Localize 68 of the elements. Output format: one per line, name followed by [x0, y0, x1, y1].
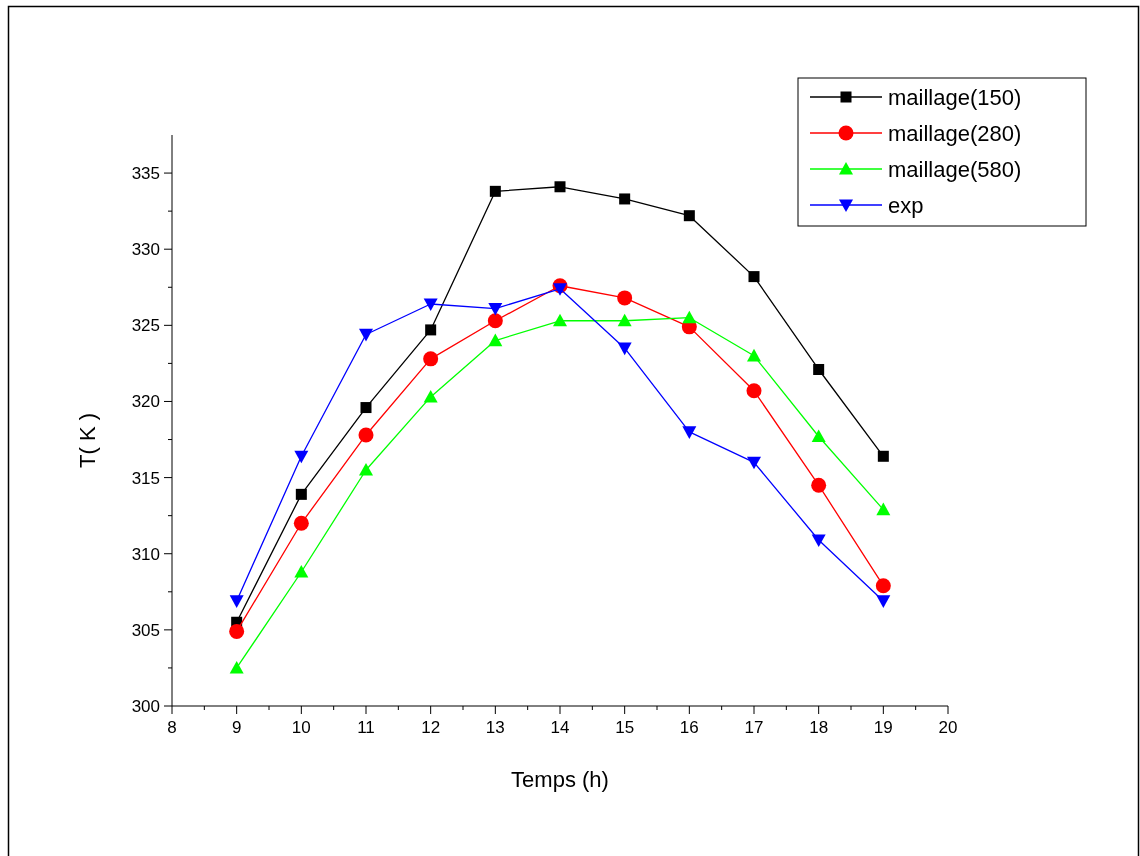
point	[295, 488, 307, 500]
point	[811, 429, 826, 443]
legend-label: maillage(580)	[888, 157, 1022, 182]
y-axis-title: T( K )	[75, 413, 100, 468]
point	[294, 450, 309, 464]
point	[617, 290, 633, 306]
legend-label: maillage(150)	[888, 85, 1022, 110]
x-tick-label: 17	[744, 718, 764, 737]
point	[875, 578, 891, 594]
x-tick-label: 11	[357, 718, 375, 737]
point	[747, 456, 761, 470]
x-tick-label: 8	[167, 718, 177, 737]
y-tick-label: 310	[131, 544, 160, 564]
point	[811, 477, 827, 493]
y-tick-label: 335	[131, 164, 160, 184]
point	[359, 462, 373, 476]
point	[425, 324, 437, 336]
y-tick-label: 330	[131, 240, 160, 260]
point	[811, 534, 826, 548]
x-tick-label: 18	[809, 718, 829, 737]
point	[423, 298, 438, 312]
point	[488, 302, 503, 316]
point	[423, 389, 438, 403]
point	[876, 595, 891, 608]
point	[877, 450, 889, 462]
point	[358, 427, 374, 443]
x-tick-label: 20	[938, 718, 958, 737]
x-tick-label: 14	[550, 718, 570, 737]
point	[554, 181, 566, 193]
x-tick-label: 9	[231, 718, 242, 737]
x-tick-label: 10	[291, 718, 311, 737]
point	[876, 502, 891, 516]
legend-label: maillage(280)	[888, 121, 1022, 146]
point	[229, 660, 244, 674]
y-tick-label: 325	[131, 316, 160, 336]
x-axis-title: Temps (h)	[511, 767, 609, 792]
y-tick-label: 320	[131, 392, 160, 412]
point	[423, 351, 439, 367]
y-tick-label: 315	[131, 468, 160, 488]
point	[748, 271, 760, 283]
y-tick-label: 300	[131, 697, 160, 716]
point	[617, 313, 632, 327]
point	[487, 313, 503, 329]
point	[229, 623, 245, 639]
point	[747, 348, 761, 362]
point	[682, 310, 697, 324]
point	[488, 333, 503, 347]
x-tick-label: 19	[873, 718, 893, 737]
point	[813, 363, 825, 375]
point	[553, 313, 567, 327]
point	[683, 210, 695, 222]
y-tick-label: 305	[131, 620, 160, 640]
point	[359, 328, 373, 342]
point	[553, 283, 567, 296]
point	[489, 185, 501, 197]
point	[360, 402, 372, 414]
point	[682, 426, 697, 439]
point	[746, 383, 762, 399]
point	[619, 193, 631, 205]
x-tick-label: 16	[679, 718, 699, 737]
point	[229, 595, 244, 608]
point	[617, 342, 632, 356]
legend-label: exp	[888, 193, 924, 218]
x-tick-label: 12	[421, 718, 441, 737]
x-tick-label: 15	[615, 718, 635, 737]
point	[294, 565, 309, 578]
x-tick-label: 13	[485, 718, 505, 737]
point	[293, 515, 309, 531]
